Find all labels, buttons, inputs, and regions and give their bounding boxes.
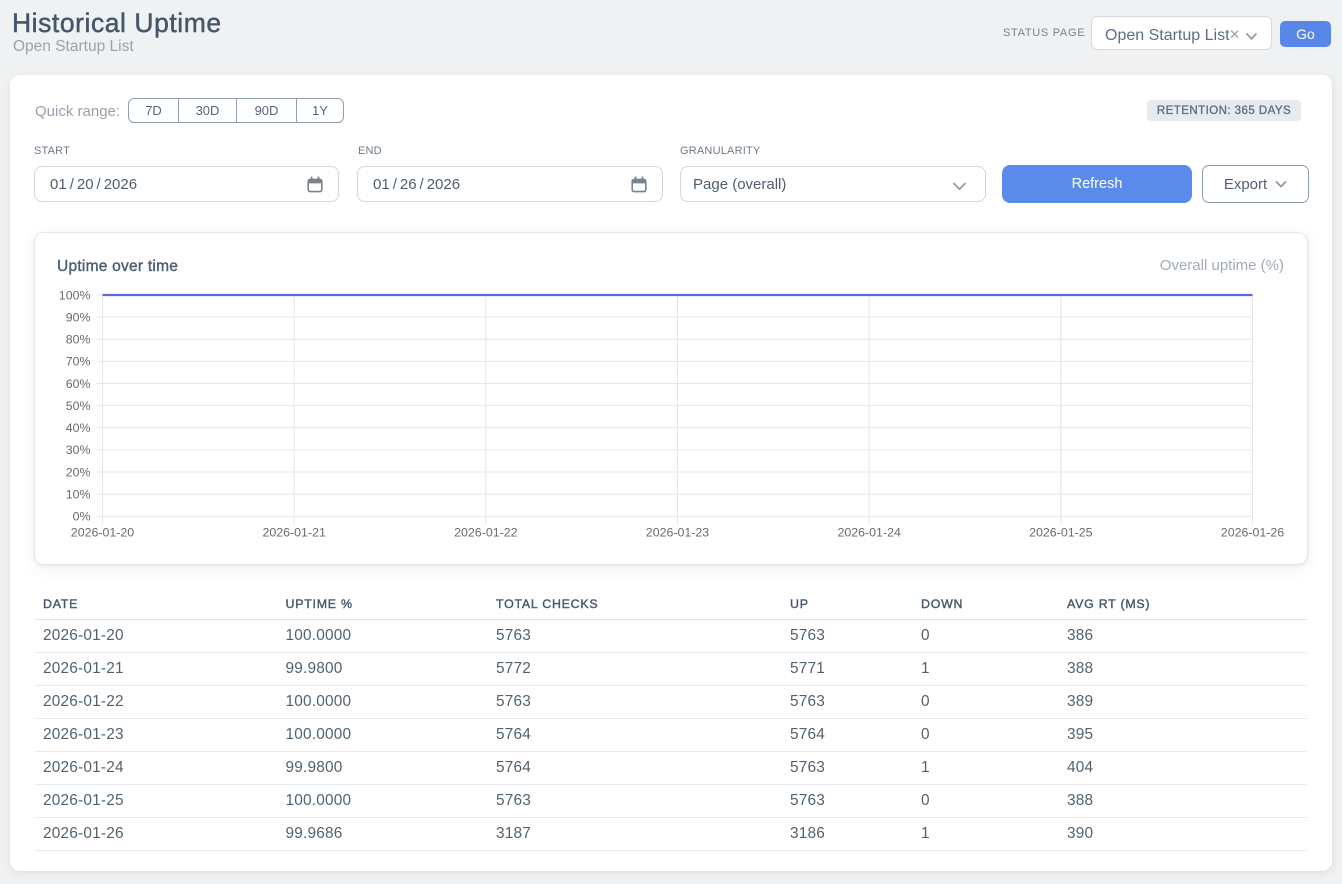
- svg-text:70%: 70%: [66, 355, 91, 369]
- svg-text:2026-01-25: 2026-01-25: [1029, 526, 1092, 540]
- svg-text:20%: 20%: [66, 465, 91, 479]
- svg-text:2026-01-26: 2026-01-26: [1221, 526, 1284, 540]
- svg-text:2026-01-20: 2026-01-20: [71, 526, 134, 540]
- svg-text:80%: 80%: [66, 333, 91, 347]
- svg-text:0%: 0%: [73, 510, 91, 524]
- svg-text:50%: 50%: [66, 399, 91, 413]
- svg-text:100%: 100%: [59, 288, 91, 302]
- svg-text:90%: 90%: [66, 310, 91, 324]
- svg-text:2026-01-24: 2026-01-24: [837, 526, 900, 540]
- svg-text:2026-01-21: 2026-01-21: [262, 526, 325, 540]
- svg-text:30%: 30%: [66, 443, 91, 457]
- svg-text:10%: 10%: [66, 488, 91, 502]
- svg-text:40%: 40%: [66, 421, 91, 435]
- svg-text:60%: 60%: [66, 377, 91, 391]
- svg-text:2026-01-23: 2026-01-23: [646, 526, 709, 540]
- svg-text:2026-01-22: 2026-01-22: [454, 526, 517, 540]
